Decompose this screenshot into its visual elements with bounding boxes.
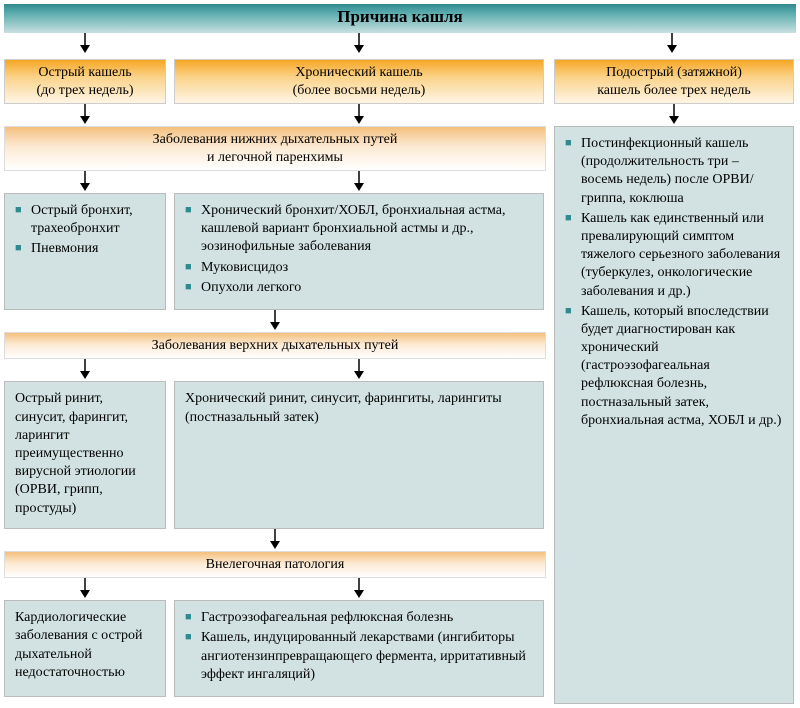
list-item: Постинфекционный кашель (продолжительнос… bbox=[565, 135, 783, 208]
arrow-icon bbox=[554, 104, 794, 124]
lower-chronic-box: Хронический бронхит/ХОБЛ, бронхиальная а… bbox=[174, 193, 544, 310]
list-item: Муковисцидоз bbox=[185, 259, 533, 277]
arrow-icon bbox=[174, 171, 544, 191]
subacute-box: Постинфекционный кашель (продолжительнос… bbox=[554, 126, 794, 704]
list-item: Гастроэзофагеальная рефлюксная болезнь bbox=[185, 609, 533, 627]
arrow-icon bbox=[4, 310, 546, 330]
extra-chronic-box: Гастроэзофагеальная рефлюксная болезнь К… bbox=[174, 600, 544, 697]
lower-acute-box: Острый бронхит, трахеобронхит Пневмония bbox=[4, 193, 166, 310]
arrow-icon bbox=[4, 33, 166, 53]
arrow-icon bbox=[174, 359, 544, 379]
arrow-icon bbox=[4, 529, 546, 549]
branch-acute: Острый кашель(до трех недель) bbox=[4, 59, 166, 104]
arrow-icon bbox=[4, 171, 166, 191]
page-title: Причина кашля bbox=[4, 4, 796, 33]
list-item: Кашель как единственный или превалирующи… bbox=[565, 210, 783, 301]
arrow-icon bbox=[4, 578, 166, 598]
list-item: Кашель, который впоследствии будет диагн… bbox=[565, 303, 783, 430]
extra-acute-box: Кардиологические заболевания с острой ды… bbox=[4, 600, 166, 697]
list-item: Кашель, индуцированный лекарствами (инги… bbox=[185, 629, 533, 684]
arrow-icon bbox=[174, 33, 544, 53]
upper-acute-box: Острый ринит, синусит, фарингит, ларинги… bbox=[4, 381, 166, 528]
arrow-icon bbox=[4, 104, 166, 124]
list-item: Хронический бронхит/ХОБЛ, бронхиальная а… bbox=[185, 202, 533, 257]
arrow-icon bbox=[4, 359, 166, 379]
list-item: Пневмония bbox=[15, 240, 155, 258]
branch-subacute: Подострый (затяжной)кашель более трех не… bbox=[554, 59, 794, 104]
branch-chronic: Хронический кашель(более восьми недель) bbox=[174, 59, 544, 104]
section-extra: Внелегочная патология bbox=[4, 551, 546, 579]
list-item: Острый бронхит, трахеобронхит bbox=[15, 202, 155, 238]
section-upper: Заболевания верхних дыхательных путей bbox=[4, 332, 546, 360]
list-item: Опухоли легкого bbox=[185, 279, 533, 297]
arrow-icon bbox=[552, 33, 792, 53]
arrow-icon bbox=[174, 104, 544, 124]
upper-chronic-box: Хронический ринит, синусит, фарингиты, л… bbox=[174, 381, 544, 528]
arrow-icon bbox=[174, 578, 544, 598]
section-lower: Заболевания нижних дыхательных путейи ле… bbox=[4, 126, 546, 171]
